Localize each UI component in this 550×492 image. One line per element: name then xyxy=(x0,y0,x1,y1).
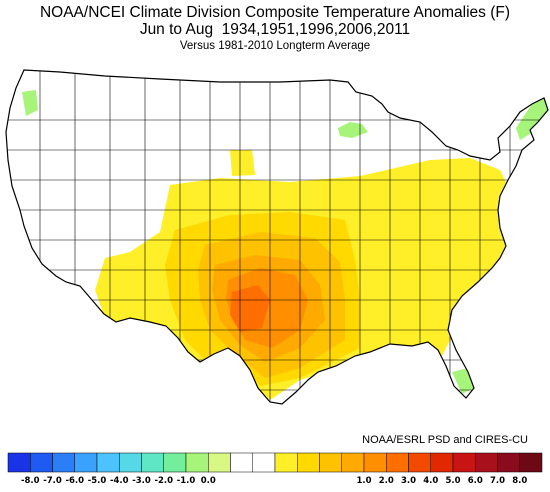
map-title: NOAA/NCEI Climate Division Composite Tem… xyxy=(39,4,511,21)
legend-tick-label: -4.0 xyxy=(110,476,129,486)
legend-swatch xyxy=(452,452,476,473)
legend-tick-label: -7.0 xyxy=(43,476,62,486)
legend-tick-label: 5.0 xyxy=(445,476,460,486)
legend-tick-label: 1.0 xyxy=(356,476,371,486)
legend-swatch xyxy=(7,452,31,473)
legend-swatch xyxy=(519,452,543,473)
legend-swatch xyxy=(497,452,520,473)
legend-tick-label: 8.0 xyxy=(512,476,527,486)
legend-tick-label: 4.0 xyxy=(423,476,438,486)
legend-swatch xyxy=(230,452,253,473)
legend-tick-label: -1.0 xyxy=(177,476,196,486)
legend-ticks: -8.0 -7.0 -6.0 -5.0 -4.0 -3.0 -2.0 -1.0 0.0 1.0 2.… xyxy=(21,476,527,486)
legend-swatch xyxy=(430,452,454,473)
legend-swatch xyxy=(319,452,342,473)
legend-swatch xyxy=(30,452,53,473)
legend-swatch xyxy=(141,452,164,473)
legend-tick-label: -5.0 xyxy=(88,476,107,486)
legend-swatch xyxy=(363,452,387,473)
legend-swatch xyxy=(341,452,365,473)
legend-swatch xyxy=(274,452,298,473)
legend-swatch xyxy=(52,452,75,473)
legend-swatch xyxy=(163,452,187,473)
map-subtitle: Jun to Aug 1934,1951,1996,2006,2011 xyxy=(139,21,411,38)
division-lines-horizontal xyxy=(6,119,548,391)
legend-swatch xyxy=(252,452,276,473)
legend-swatch xyxy=(96,452,120,473)
legend-tick-label: 7.0 xyxy=(490,476,505,486)
legend-tick-label: 6.0 xyxy=(468,476,483,486)
legend-swatch xyxy=(297,452,320,473)
cool-anomaly-new-england xyxy=(516,98,548,140)
us-anomaly-map xyxy=(5,69,549,405)
legend-tick-label: 0.0 xyxy=(201,476,216,486)
legend-tick-label: -8.0 xyxy=(21,476,40,486)
legend-swatch xyxy=(208,452,231,473)
legend-tick-label: -2.0 xyxy=(154,476,173,486)
legend-swatch xyxy=(185,452,209,473)
data-credit: NOAA/ESRL PSD and CIRES-CU xyxy=(362,434,528,446)
legend-tick-label: 3.0 xyxy=(401,476,416,486)
warm-region-1-dakota xyxy=(230,150,255,176)
legend-swatch xyxy=(475,452,498,473)
legend-tick-label: -6.0 xyxy=(65,476,84,486)
legend-swatch xyxy=(74,452,98,473)
legend-tick-label: 2.0 xyxy=(379,476,394,486)
cool-anomaly-michigan xyxy=(338,122,368,138)
cool-anomaly-washington xyxy=(22,90,38,116)
division-lines-vertical xyxy=(39,70,511,404)
legend-tick-label: -3.0 xyxy=(132,476,151,486)
baseline-note: Versus 1981-2010 Longterm Average xyxy=(179,40,371,52)
legend-swatch xyxy=(386,452,409,473)
legend-swatch xyxy=(119,452,142,473)
division-boundaries xyxy=(6,70,548,404)
legend-swatch xyxy=(408,452,431,473)
legend-swatches xyxy=(7,452,543,473)
